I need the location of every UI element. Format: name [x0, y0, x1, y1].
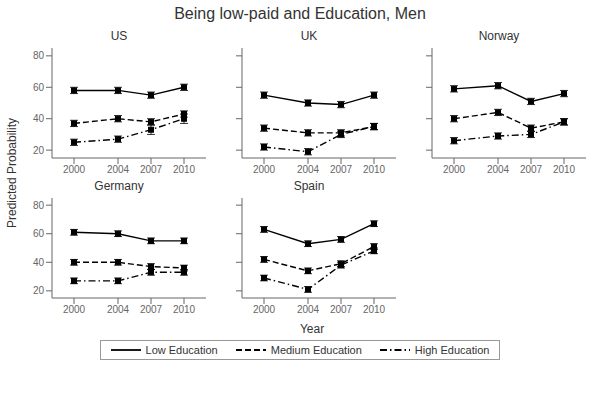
- svg-text:20: 20: [33, 285, 45, 296]
- html-text:Spain: Spain: [293, 179, 325, 193]
- svg-text:2010: 2010: [363, 164, 386, 175]
- html-text:Year: Year: [299, 322, 325, 336]
- svg-text:2007: 2007: [140, 164, 163, 175]
- svg-text:20: 20: [33, 145, 45, 156]
- svg-text:2004: 2004: [107, 164, 130, 175]
- svg-text:2004: 2004: [487, 164, 510, 175]
- svg-text:2004: 2004: [107, 304, 130, 315]
- svg-text:2004: 2004: [297, 164, 320, 175]
- svg-text:40: 40: [33, 113, 45, 124]
- svg-text:2004: 2004: [297, 304, 320, 315]
- svg-text:2000: 2000: [443, 164, 466, 175]
- svg-text:2010: 2010: [363, 304, 386, 315]
- svg-text:60: 60: [33, 82, 45, 93]
- svg-text:2007: 2007: [330, 164, 353, 175]
- html-text:Low Education: Low Education: [145, 344, 218, 356]
- svg-text:2007: 2007: [140, 304, 163, 315]
- html-text:UK: UK: [300, 29, 318, 43]
- html-text:US: US: [110, 29, 128, 43]
- svg-text:60: 60: [33, 228, 45, 239]
- svg-text:80: 80: [33, 50, 45, 61]
- html-text:High Education: High Education: [414, 344, 490, 356]
- svg-text:80: 80: [33, 200, 45, 211]
- svg-text:2000: 2000: [253, 164, 276, 175]
- svg-text:2007: 2007: [330, 304, 353, 315]
- svg-text:2000: 2000: [63, 164, 86, 175]
- svg-text:40: 40: [33, 257, 45, 268]
- html-text:Predicted Probability: Predicted Probability: [5, 118, 19, 228]
- html-text:Germany: Germany: [94, 179, 144, 193]
- svg-text:2000: 2000: [253, 304, 276, 315]
- svg-text:2007: 2007: [520, 164, 543, 175]
- svg-text:2010: 2010: [553, 164, 576, 175]
- svg-text:2000: 2000: [63, 304, 86, 315]
- html-text:Norway: Norway: [478, 29, 520, 43]
- html-text:Medium Education: Medium Education: [270, 344, 362, 356]
- svg-text:2010: 2010: [173, 164, 196, 175]
- html-text:Being low-paid and Education,: Being low-paid and Education, Men: [174, 5, 426, 22]
- svg-text:2010: 2010: [173, 304, 196, 315]
